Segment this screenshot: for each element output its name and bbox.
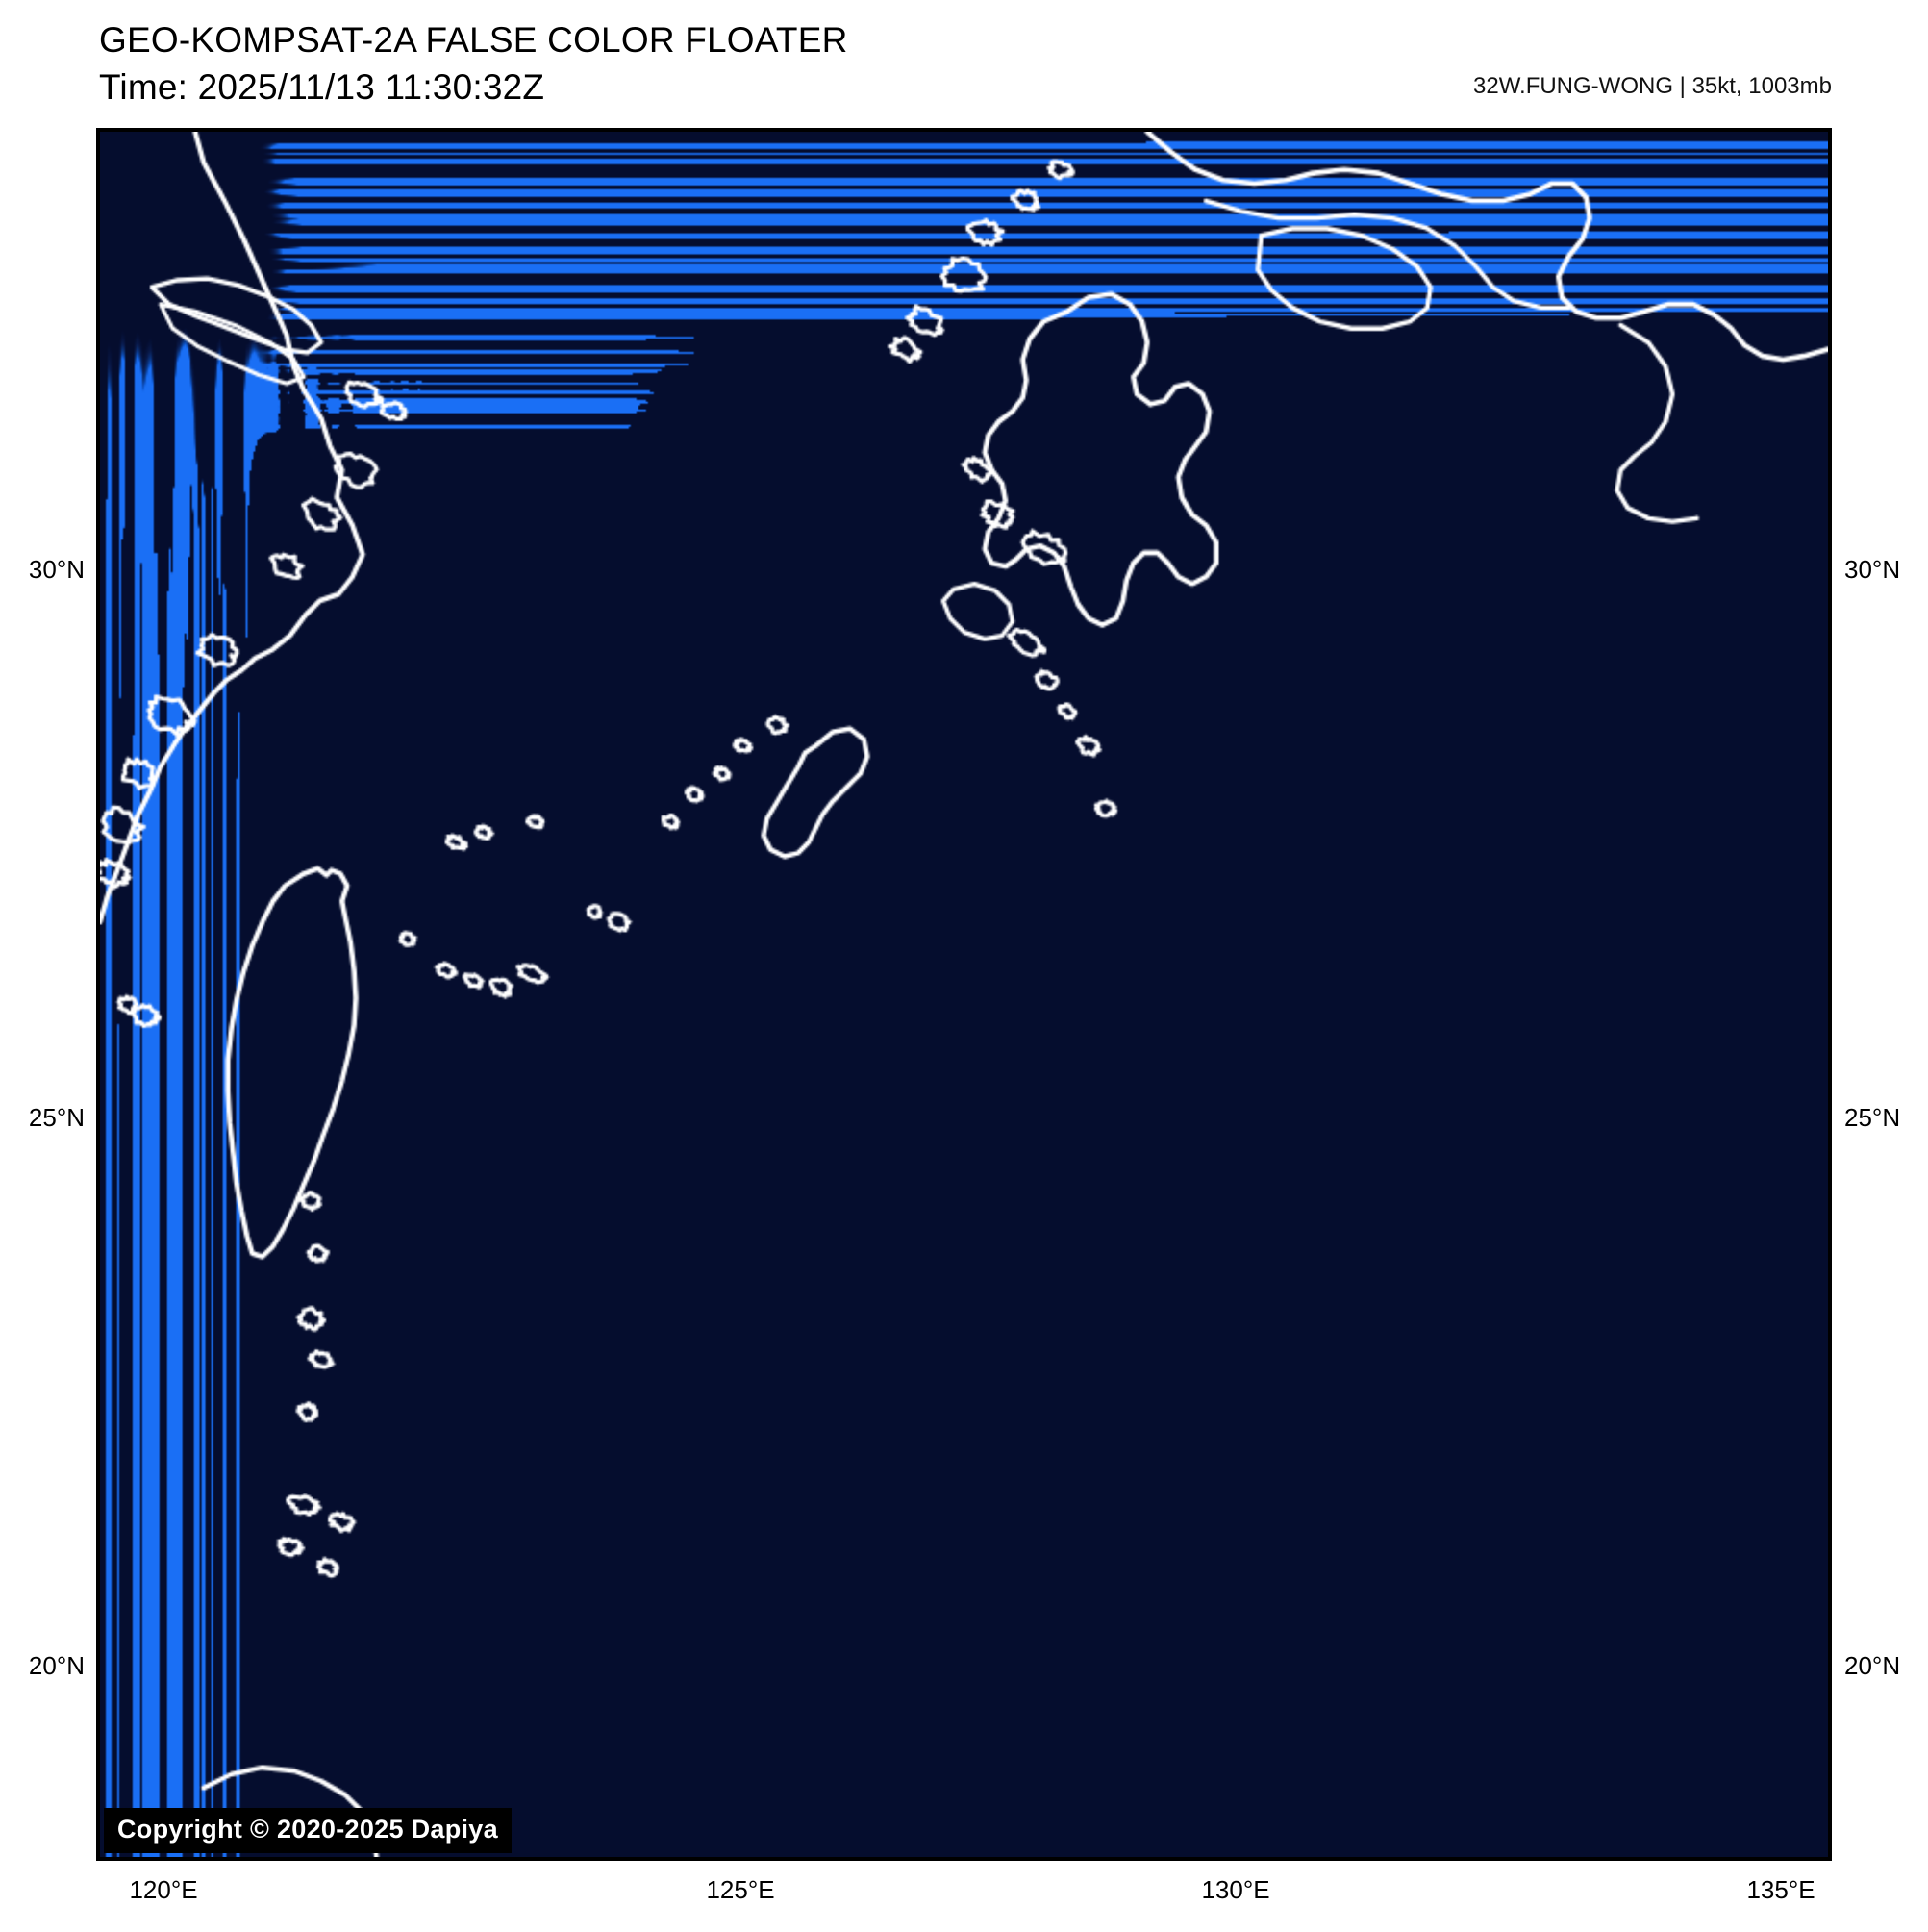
lon-label-120e: 120°E — [129, 1875, 198, 1904]
lon-label-125e: 125°E — [706, 1875, 775, 1904]
lat-label-20n-right: 20°N — [1844, 1651, 1901, 1680]
lat-label-30n-right: 30°N — [1844, 555, 1901, 584]
satellite-imagery-canvas — [100, 132, 1828, 1857]
lon-label-130e: 130°E — [1201, 1875, 1270, 1904]
lon-label-135e: 135°E — [1746, 1875, 1815, 1904]
lat-label-25n-right: 25°N — [1844, 1103, 1901, 1132]
copyright-badge: Copyright © 2020-2025 Dapiya — [104, 1808, 512, 1853]
lat-label-20n-left: 20°N — [28, 1651, 85, 1680]
lat-label-25n-left: 25°N — [28, 1103, 85, 1132]
header: GEO-KOMPSAT-2A FALSE COLOR FLOATER Time:… — [0, 0, 1928, 128]
storm-info-label: 32W.FUNG-WONG | 35kt, 1003mb — [1473, 73, 1832, 99]
timestamp-label: Time: 2025/11/13 11:30:32Z — [99, 67, 545, 107]
lat-label-30n-left: 30°N — [28, 555, 85, 584]
page-title: GEO-KOMPSAT-2A FALSE COLOR FLOATER — [99, 20, 848, 60]
satellite-image-frame[interactable]: Copyright © 2020-2025 Dapiya — [96, 128, 1832, 1861]
